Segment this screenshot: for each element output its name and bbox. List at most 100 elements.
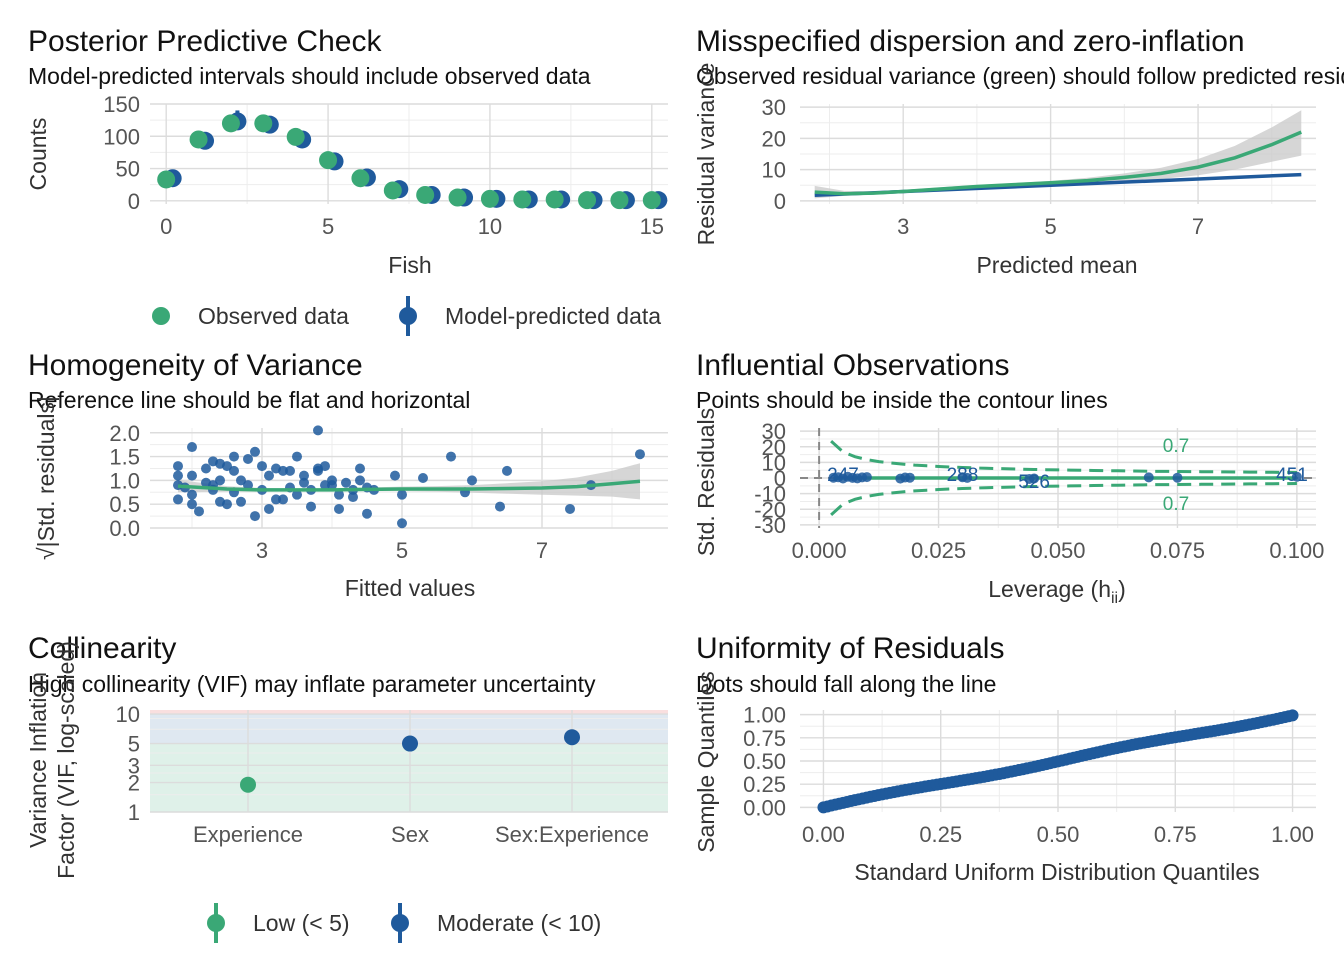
- ppc-x-tick-label: 15: [640, 214, 664, 239]
- collinearity-x-tick-label: Sex: [391, 822, 429, 847]
- uniformity-panel: 0.000.000.250.250.500.500.750.751.001.00…: [693, 632, 1316, 885]
- influence-point-label: 288: [947, 465, 979, 486]
- influence-y-tick-label: -20: [754, 497, 786, 522]
- ppc-observed-point: [513, 190, 532, 209]
- ppc-legend-predicted-key-dot: [399, 307, 417, 325]
- influence-x-tick-label: 0.000: [792, 538, 847, 563]
- homogeneity-point: [278, 494, 288, 505]
- homogeneity-point: [565, 503, 575, 514]
- ppc-observed-point: [610, 191, 629, 210]
- influence-y-tick-label: -30: [754, 513, 786, 538]
- dispersion-panel: 3 5 7 0 10 20 30 Misspecified dispersion and ze…: [693, 25, 1344, 278]
- ppc-observed-point: [383, 181, 402, 200]
- dispersion-y-axis-label: Residual variance: [693, 63, 719, 246]
- collinearity-high-zone: [150, 710, 668, 715]
- homogeneity-point: [250, 446, 260, 457]
- homogeneity-point: [313, 463, 323, 474]
- dispersion-subtitle-wrap: Observed residual variance (green) shoul…: [696, 63, 1344, 89]
- dispersion-y-tick-label: 20: [762, 126, 786, 151]
- homogeneity-x-tick-label: 7: [536, 538, 548, 563]
- dispersion-title: Misspecified dispersion and zero-inflati…: [696, 25, 1245, 58]
- homogeneity-point: [201, 463, 211, 474]
- homogeneity-point: [355, 475, 365, 486]
- homogeneity-point: [390, 470, 400, 481]
- dispersion-x-tick-label: 7: [1192, 214, 1204, 239]
- homogeneity-point: [264, 503, 274, 514]
- homogeneity-point: [271, 494, 281, 505]
- dispersion-y-tick-label: 10: [762, 158, 786, 183]
- influence-point-label: 247: [827, 465, 859, 486]
- homogeneity-loess-line: [177, 479, 641, 492]
- influence-title: Influential Observations: [696, 349, 1010, 382]
- influence-point: [962, 472, 973, 483]
- homogeneity-point: [187, 489, 197, 500]
- homogeneity-point: [215, 475, 225, 486]
- collinearity-panel: 1 235 10 Experience Sex Sex:Experience Colline…: [25, 632, 668, 943]
- homogeneity-point: [236, 496, 246, 507]
- ppc-observed-point: [578, 191, 597, 210]
- homogeneity-point: [327, 475, 337, 486]
- homogeneity-point: [243, 453, 253, 464]
- homogeneity-point: [285, 465, 295, 476]
- homogeneity-point: [229, 465, 239, 476]
- ppc-observed-point: [448, 188, 467, 207]
- collinearity-x-tick-label: Sex:Experience: [495, 822, 649, 847]
- homogeneity-point: [299, 477, 309, 488]
- uniformity-y-tick-label: 0.75: [743, 726, 786, 751]
- homogeneity-point: [495, 501, 505, 512]
- ppc-x-tick-label: 10: [478, 214, 502, 239]
- homogeneity-point: [271, 463, 281, 474]
- homogeneity-y-tick-label: 1.0: [109, 468, 140, 493]
- ppc-y-tick-label: 50: [116, 157, 140, 182]
- ppc-legend-predicted-wrap: Model-predicted data: [445, 303, 661, 329]
- ppc-observed-point: [642, 191, 661, 210]
- homogeneity-point: [215, 458, 225, 469]
- collinearity-vif-point: [564, 729, 580, 746]
- homogeneity-point: [446, 451, 456, 462]
- ppc-observed-point: [416, 185, 435, 204]
- collinearity-vif-point: [240, 776, 256, 793]
- influence-y-tick-label: -10: [754, 482, 786, 507]
- ppc-observed-point: [189, 130, 208, 149]
- homogeneity-point: [236, 475, 246, 486]
- ppc-observed-point: [157, 170, 176, 189]
- uniformity-quantile-point: [1286, 709, 1299, 722]
- ppc-x-tick-label: 0: [160, 214, 172, 239]
- homogeneity-point: [397, 489, 407, 500]
- influence-x-axis-subscript: ii: [1111, 590, 1118, 607]
- influence-point-label: 526: [1018, 472, 1050, 493]
- influence-x-axis-close: ): [1118, 576, 1126, 602]
- collinearity-x-tick-label: Experience: [193, 822, 303, 847]
- collinearity-legend-moderate-label: Moderate (< 10): [437, 910, 601, 936]
- influence-cook-contour-lower: [830, 482, 1297, 517]
- homogeneity-y-axis-label: √|Std. residuals|: [33, 396, 59, 560]
- homogeneity-point: [250, 511, 260, 522]
- ppc-y-axis-label: Counts: [25, 118, 51, 191]
- influence-point: [904, 472, 915, 483]
- influence-panel: 0.000 0.025 0.050 0.075 0.100 -30-20-10010203…: [693, 349, 1324, 607]
- dispersion-x-tick-label: 5: [1045, 214, 1057, 239]
- uniformity-x-tick-label: 1.00: [1271, 822, 1314, 847]
- uniformity-y-tick-label: 0.50: [743, 749, 786, 774]
- homogeneity-point: [334, 489, 344, 500]
- influence-x-tick-label: 0.100: [1269, 538, 1324, 563]
- dispersion-x-tick-label: 3: [897, 214, 909, 239]
- uniformity-y-tick-label: 0.25: [743, 772, 786, 797]
- influence-x-tick-label: 0.075: [1150, 538, 1205, 563]
- homogeneity-point: [257, 461, 267, 472]
- homogeneity-point: [173, 494, 183, 505]
- ppc-observed-point: [221, 114, 240, 133]
- influence-x-axis-label: Leverage (hii): [988, 576, 1126, 607]
- homogeneity-point: [229, 451, 239, 462]
- homogeneity-point: [313, 425, 323, 436]
- homogeneity-point: [467, 475, 477, 486]
- homogeneity-point: [292, 451, 302, 462]
- uniformity-y-tick-label: 1.00: [743, 703, 786, 728]
- ppc-observed-point: [286, 127, 305, 146]
- ppc-y-tick-label: 150: [103, 92, 140, 117]
- influence-point: [1172, 472, 1183, 483]
- homogeneity-point: [397, 518, 407, 529]
- uniformity-subtitle: Dots should fall along the line: [696, 671, 996, 697]
- ppc-title: Posterior Predictive Check: [28, 25, 382, 58]
